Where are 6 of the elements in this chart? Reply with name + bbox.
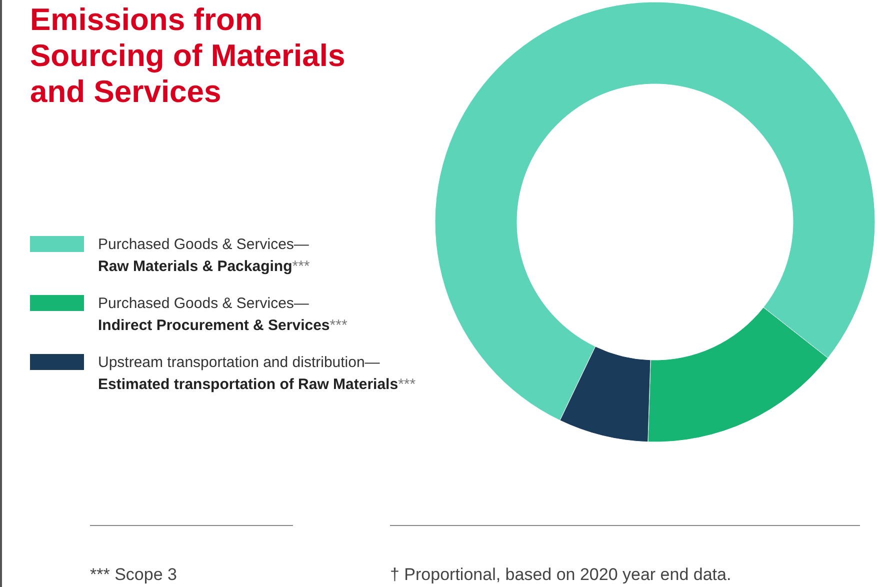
legend-label: Purchased Goods & Services—Indirect Procurement & Services*** bbox=[98, 295, 348, 334]
text: Emissions from Sourcing of Materials and Services bbox=[30, 2, 346, 109]
text: *** Scope 3 bbox=[90, 565, 177, 584]
text: † Proportional, based on 2020 year end data. bbox=[390, 565, 732, 584]
legend-label: Purchased Goods & Services—Raw Materials & Packaging*** bbox=[98, 236, 310, 275]
legend-label: Upstream transportation and distribution—Estimated transportation of Raw Materials*** bbox=[98, 354, 416, 393]
